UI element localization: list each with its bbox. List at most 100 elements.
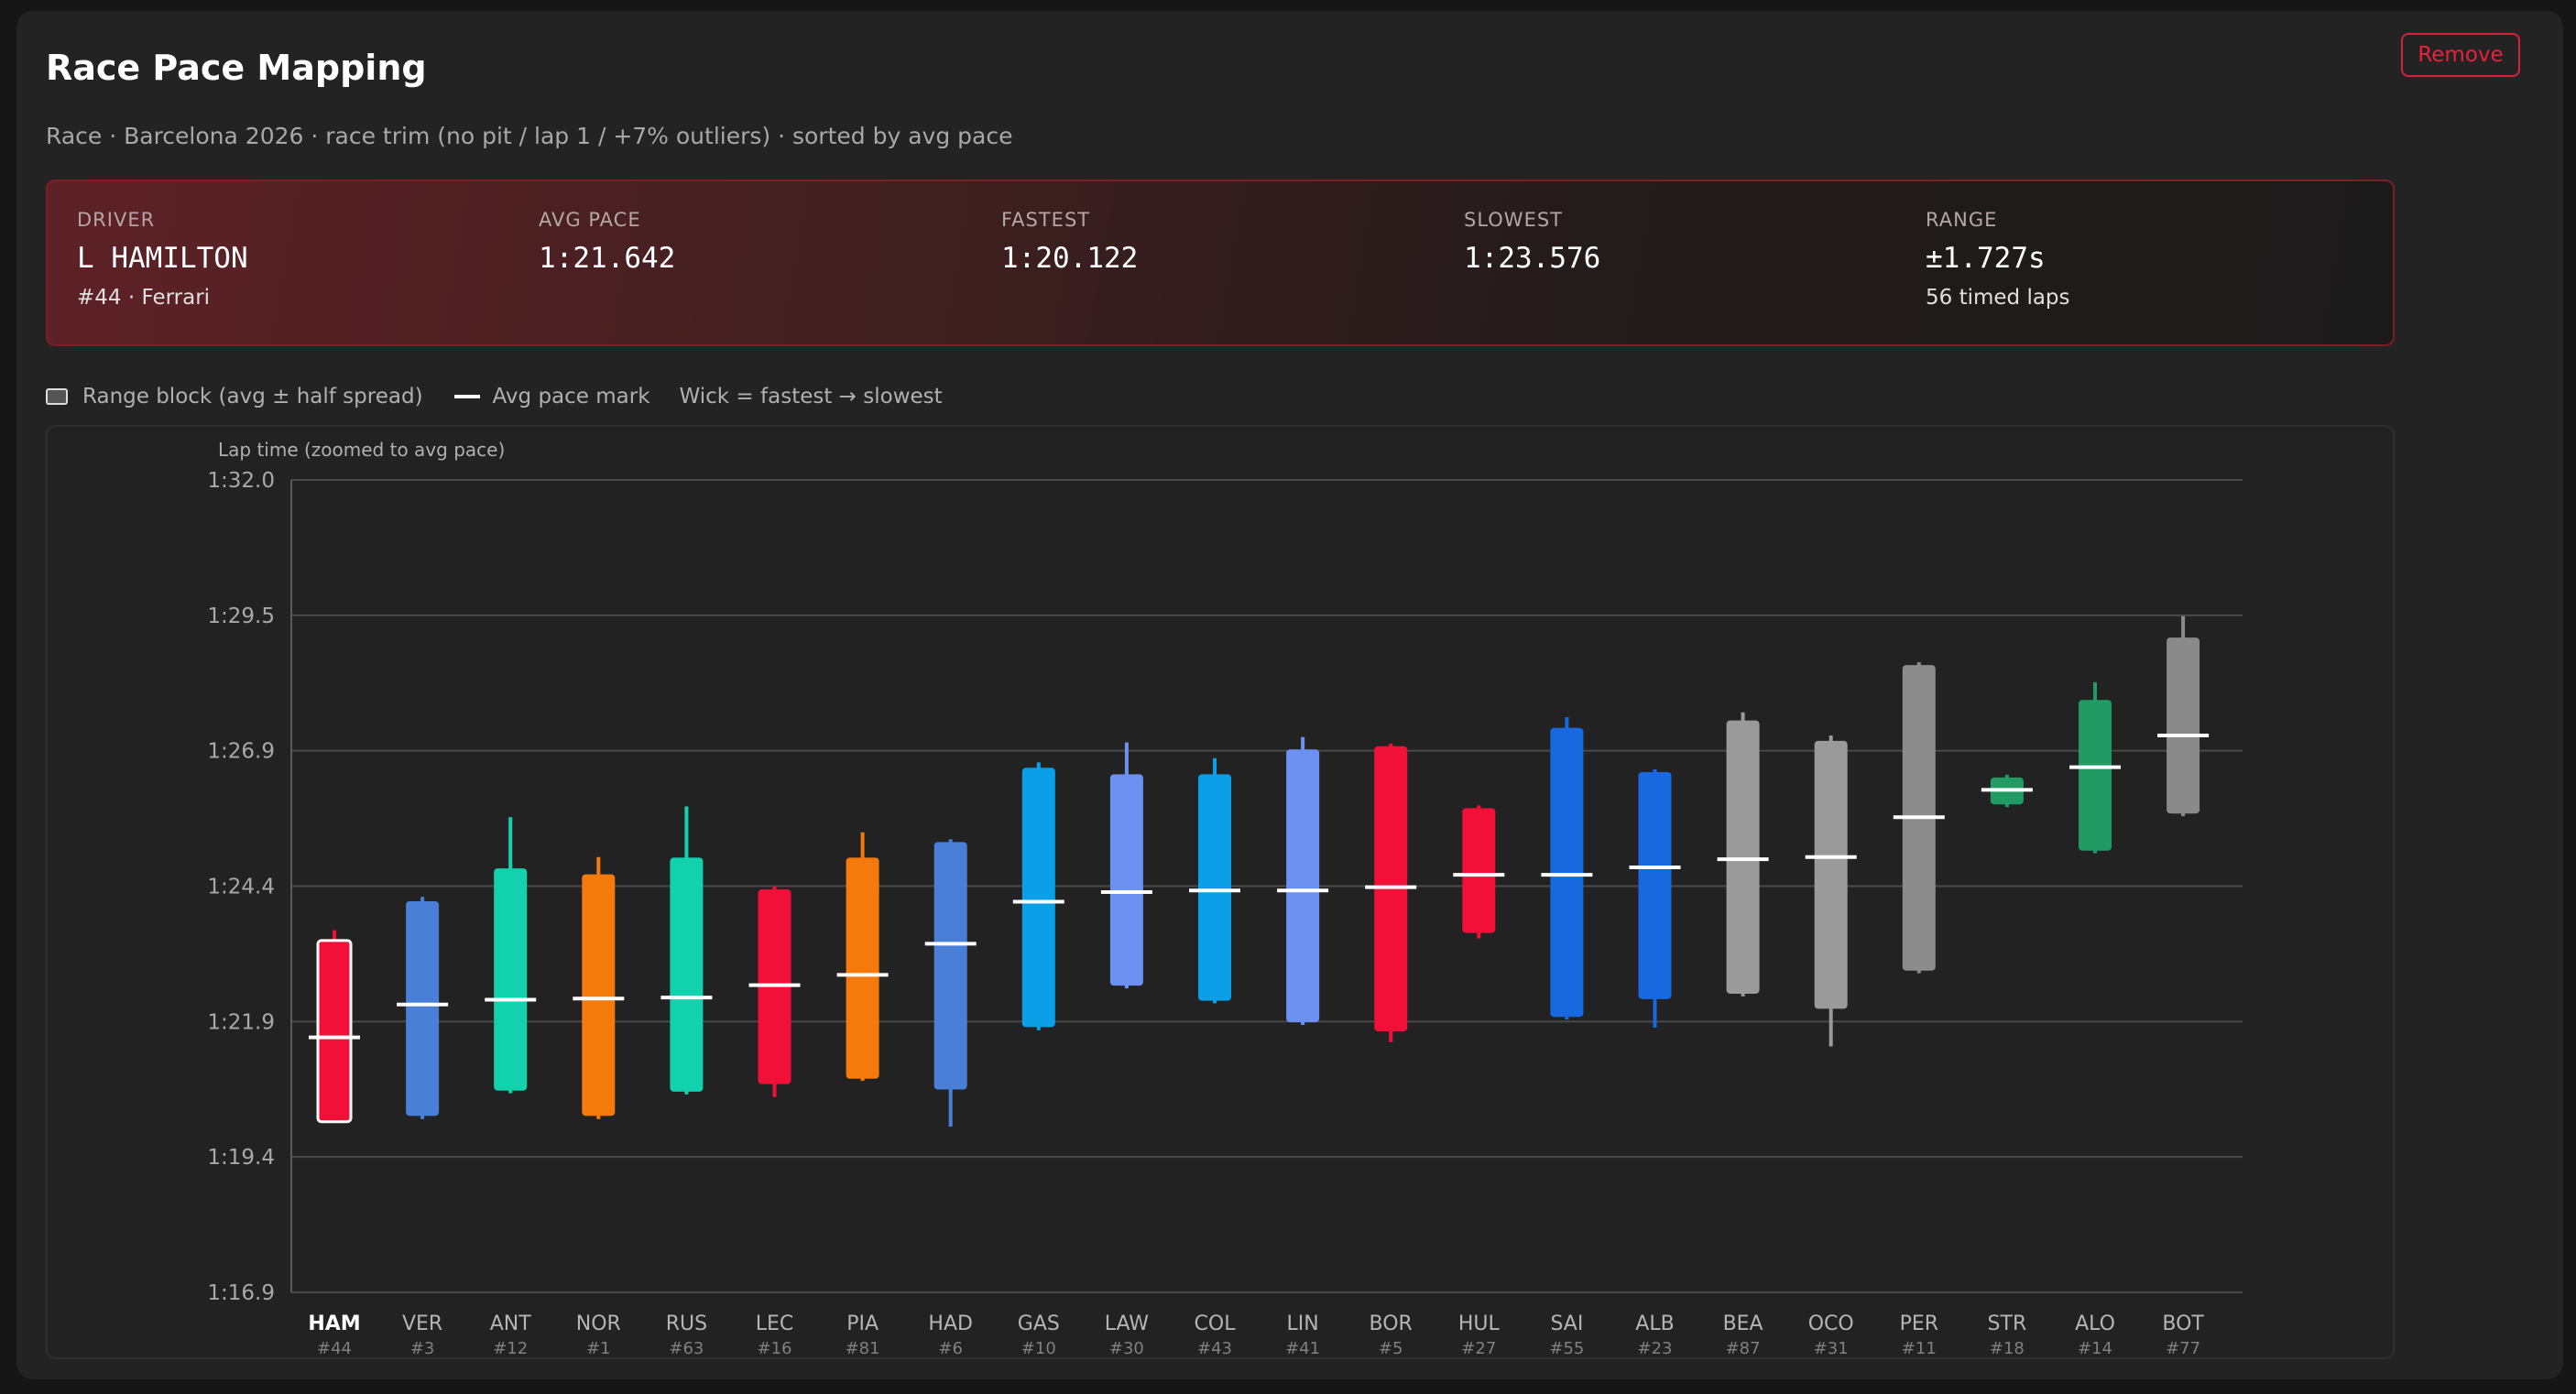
y-tick-label: 1:26.9: [207, 740, 275, 764]
x-tick-number-ham: #44: [317, 1339, 352, 1357]
stat-range: RANGE ±1.727s 56 timed laps: [1926, 209, 2070, 310]
x-tick-number-bot: #77: [2166, 1339, 2200, 1357]
x-tick-number-lin: #41: [1285, 1339, 1320, 1357]
x-tick-number-ver: #3: [410, 1339, 435, 1357]
stat-fastest-label: FASTEST: [1001, 209, 1091, 231]
stat-driver-label: DRIVER: [77, 209, 156, 231]
range-block-ver: [406, 900, 440, 1116]
x-tick-number-col: #43: [1197, 1339, 1232, 1357]
legend-wick: Wick = fastest → slowest: [679, 385, 943, 408]
range-block-hul: [1462, 808, 1496, 933]
range-block-swatch-icon: [46, 388, 68, 405]
stat-range-value: ±1.727s: [1926, 242, 2046, 275]
x-tick-label-per: PER: [1900, 1312, 1938, 1335]
x-tick-label-oco: OCO: [1808, 1312, 1854, 1335]
x-tick-number-oco: #31: [1814, 1339, 1849, 1357]
y-tick-label: 1:19.4: [207, 1146, 275, 1170]
race-pace-chart: Lap time (zoomed to avg pace) 1:32.0 1:29.…: [207, 439, 2243, 1358]
range-block-col: [1198, 774, 1231, 1001]
range-block-oco: [1814, 740, 1848, 1009]
driver-summary-card: DRIVER L HAMILTON #44 · Ferrari AVG PACE…: [46, 180, 2395, 346]
range-block-rus: [670, 857, 704, 1092]
stat-range-label: RANGE: [1926, 209, 1998, 231]
x-tick-label-bot: BOT: [2162, 1312, 2204, 1335]
avg-mark-swatch-icon: [453, 395, 480, 398]
x-tick-label-str: STR: [1988, 1312, 2027, 1335]
y-tick-label: 1:21.9: [207, 1010, 275, 1034]
x-tick-number-law: #30: [1109, 1339, 1144, 1357]
remove-button[interactable]: Remove: [2401, 33, 2520, 77]
x-tick-number-pia: #81: [846, 1339, 880, 1357]
x-tick-number-had: #6: [938, 1339, 963, 1357]
x-tick-number-alo: #14: [2078, 1339, 2112, 1357]
stat-range-sub: 56 timed laps: [1926, 286, 2070, 310]
x-tick-number-bor: #5: [1379, 1339, 1403, 1357]
chart-container: Lap time (zoomed to avg pace) 1:32.0 1:29.…: [46, 425, 2395, 1359]
range-block-sai: [1550, 727, 1584, 1018]
range-block-gas: [1021, 768, 1055, 1028]
x-tick-number-sai: #55: [1549, 1339, 1584, 1357]
range-block-bea: [1726, 720, 1760, 994]
range-block-law: [1109, 774, 1143, 986]
x-tick-label-lec: LEC: [756, 1312, 794, 1335]
range-block-lin: [1286, 749, 1320, 1023]
x-tick-label-ham: HAM: [308, 1312, 360, 1335]
x-tick-number-rus: #63: [669, 1339, 704, 1357]
range-block-pia: [846, 857, 879, 1079]
y-tick-label: 1:32.0: [207, 469, 275, 493]
x-tick-label-lin: LIN: [1286, 1312, 1318, 1335]
range-block-ham: [316, 939, 353, 1124]
y-tick-label: 1:29.5: [207, 604, 275, 628]
x-tick-label-bor: BOR: [1370, 1312, 1413, 1335]
x-tick-label-alb: ALB: [1635, 1312, 1674, 1335]
x-tick-number-ant: #12: [493, 1339, 528, 1357]
x-tick-label-had: HAD: [928, 1312, 973, 1335]
x-tick-label-ver: VER: [402, 1312, 442, 1335]
range-block-had: [933, 842, 967, 1090]
range-block-alo: [2079, 700, 2112, 851]
x-tick-number-str: #18: [1990, 1339, 2025, 1357]
x-tick-number-hul: #27: [1461, 1339, 1496, 1357]
stat-slowest-value: 1:23.576: [1464, 242, 1601, 275]
panel-title: Race Pace Mapping: [46, 48, 427, 88]
y-tick-label: 1:24.4: [207, 876, 275, 899]
range-block-alb: [1638, 771, 1672, 999]
x-tick-number-gas: #10: [1021, 1339, 1056, 1357]
range-block-ant: [494, 868, 528, 1091]
race-pace-panel: Race Pace Mapping Remove Race · Barcelon…: [16, 11, 2563, 1379]
x-tick-number-lec: #16: [758, 1339, 792, 1357]
x-tick-label-gas: GAS: [1018, 1312, 1060, 1335]
stat-driver-sub: #44 · Ferrari: [77, 286, 211, 310]
x-tick-label-nor: NOR: [576, 1312, 621, 1335]
x-tick-number-bea: #87: [1726, 1339, 1761, 1357]
x-tick-label-col: COL: [1195, 1312, 1237, 1335]
x-tick-label-alo: ALO: [2075, 1312, 2115, 1335]
stat-driver: DRIVER L HAMILTON #44 · Ferrari: [77, 209, 248, 310]
y-tick-label: 1:16.9: [207, 1281, 275, 1305]
stat-slowest-label: SLOWEST: [1464, 209, 1564, 231]
chart-legend: Range block (avg ± half spread) Avg pace…: [46, 383, 943, 410]
x-tick-label-hul: HUL: [1458, 1312, 1501, 1335]
x-tick-number-nor: #1: [586, 1339, 611, 1357]
y-axis-label: Lap time (zoomed to avg pace): [218, 439, 505, 461]
x-tick-label-sai: SAI: [1550, 1312, 1583, 1335]
x-tick-label-rus: RUS: [666, 1312, 707, 1335]
stat-slowest: SLOWEST 1:23.576: [1464, 209, 1600, 275]
x-tick-label-law: LAW: [1105, 1312, 1150, 1335]
panel-subtitle: Race · Barcelona 2026 · race trim (no pi…: [46, 123, 1013, 149]
legend-avg-mark: Avg pace mark: [492, 385, 650, 408]
stat-avg-label: AVG PACE: [539, 209, 641, 231]
x-tick-number-per: #11: [1902, 1339, 1937, 1357]
stat-fastest: FASTEST 1:20.122: [1001, 209, 1138, 275]
legend-range-block: Range block (avg ± half spread): [82, 385, 423, 408]
x-tick-number-alb: #23: [1638, 1339, 1673, 1357]
stat-driver-value: L HAMILTON: [77, 242, 248, 275]
stat-fastest-value: 1:20.122: [1001, 242, 1139, 275]
range-block-bot: [2167, 637, 2200, 814]
stat-avg-value: 1:21.642: [539, 242, 676, 275]
range-block-nor: [582, 874, 616, 1116]
stat-avg-pace: AVG PACE 1:21.642: [539, 209, 675, 275]
x-tick-label-ant: ANT: [490, 1312, 532, 1335]
x-tick-label-pia: PIA: [846, 1312, 879, 1335]
x-tick-label-bea: BEA: [1723, 1312, 1763, 1335]
